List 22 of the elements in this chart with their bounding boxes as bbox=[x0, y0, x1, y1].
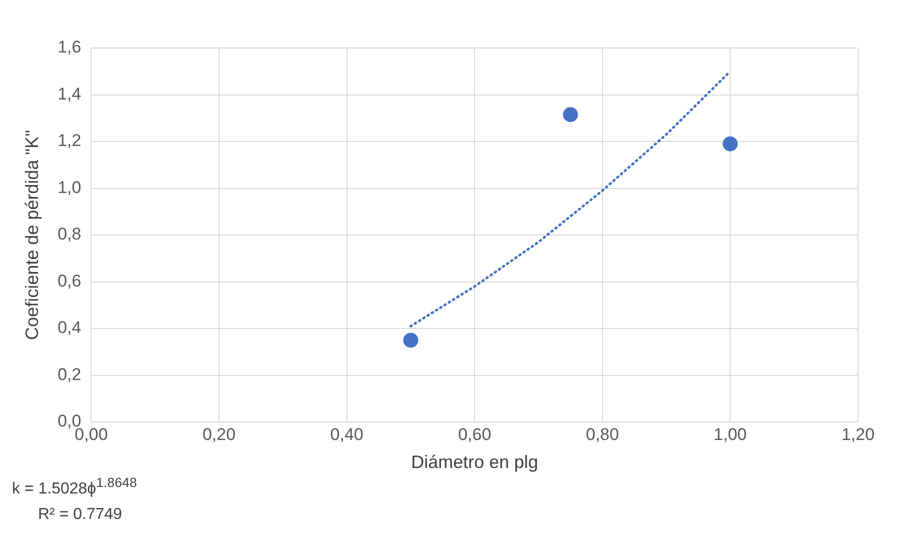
x-tick-label: 1,00 bbox=[714, 424, 747, 444]
point bbox=[562, 107, 578, 122]
x-tick-label: 0,40 bbox=[330, 424, 364, 444]
text: k = 1.5028ϕ$^{1.8648}$ bbox=[12, 474, 137, 500]
y-tick-label: 1,2 bbox=[58, 131, 82, 150]
point bbox=[403, 332, 418, 348]
y-tick-label: 1,6 bbox=[58, 38, 82, 57]
y-tick-label: 1,4 bbox=[58, 84, 82, 104]
x-tick-label: 0,60 bbox=[458, 424, 492, 444]
y-tick-label: 0,8 bbox=[58, 224, 82, 244]
y-axis-title: Coeficiente de pérdida "K" bbox=[22, 130, 42, 340]
y-tick-label: 0,4 bbox=[58, 318, 82, 338]
line-series bbox=[409, 70, 732, 328]
point bbox=[722, 136, 738, 152]
text: R² = 0.7749 bbox=[37, 505, 124, 526]
y-tick-label: 0,2 bbox=[58, 364, 82, 384]
y-tick-label: 1,0 bbox=[58, 178, 82, 197]
x-tick-label: 0,80 bbox=[586, 424, 619, 444]
x-tick-label: 0,20 bbox=[202, 424, 236, 444]
x-axis-title: Diámetro en plg bbox=[411, 452, 538, 472]
x-tick-label: 1,20 bbox=[841, 424, 875, 444]
y-tick-label: 0,6 bbox=[58, 271, 82, 290]
